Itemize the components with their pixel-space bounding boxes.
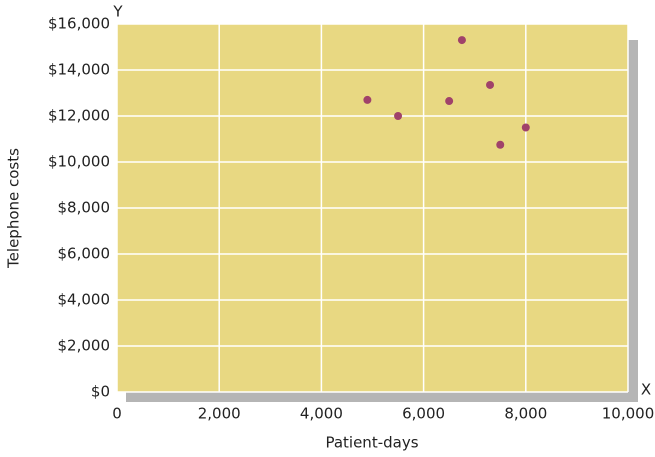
y-tick-label: $6,000 bbox=[58, 245, 111, 263]
data-point bbox=[445, 97, 454, 106]
data-point bbox=[394, 112, 403, 120]
data-point bbox=[457, 36, 466, 45]
x-tick-label: 8,000 bbox=[504, 405, 547, 423]
y-tick-label: $8,000 bbox=[58, 199, 111, 217]
x-axis-label: Patient-days bbox=[325, 434, 418, 452]
x-tick-label: 6,000 bbox=[402, 405, 445, 423]
y-tick-label: $10,000 bbox=[48, 153, 110, 171]
y-axis-letter: Y bbox=[112, 3, 123, 21]
y-axis-label: Telephone costs bbox=[5, 148, 23, 269]
data-point bbox=[486, 80, 495, 89]
data-point bbox=[521, 123, 530, 132]
x-tick-label: 2,000 bbox=[198, 405, 241, 423]
data-point bbox=[496, 140, 505, 149]
x-axis-letter: X bbox=[641, 381, 651, 399]
x-tick-label: 10,000 bbox=[602, 405, 655, 423]
y-tick-label: $16,000 bbox=[48, 15, 110, 33]
x-tick-label: 4,000 bbox=[300, 405, 343, 423]
x-tick-label: 0 bbox=[112, 405, 122, 423]
data-point bbox=[363, 95, 372, 104]
y-tick-label: $0 bbox=[91, 383, 110, 401]
y-tick-label: $4,000 bbox=[58, 291, 111, 309]
y-tick-label: $12,000 bbox=[48, 107, 110, 125]
y-tick-label: $14,000 bbox=[48, 61, 110, 79]
y-tick-label: $2,000 bbox=[58, 337, 111, 355]
